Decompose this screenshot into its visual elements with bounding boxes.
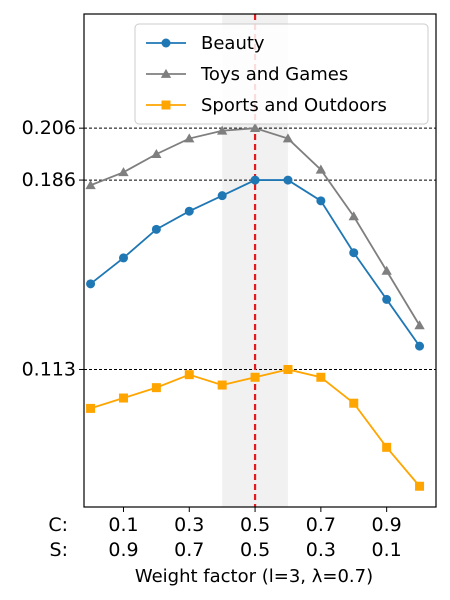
data-point — [217, 380, 227, 390]
data-point — [184, 370, 194, 380]
legend-entry: Beauty — [146, 33, 265, 54]
data-point — [282, 133, 294, 143]
data-point — [85, 180, 96, 190]
data-point — [415, 341, 425, 351]
data-point — [250, 372, 260, 382]
data-point — [283, 175, 293, 185]
x-tick-label: 0.1 — [372, 539, 402, 561]
y-tick-label: 0.206 — [22, 117, 76, 139]
data-point — [382, 294, 392, 304]
data-point — [415, 481, 425, 491]
data-point — [348, 211, 359, 221]
x-tick-label: 0.1 — [108, 514, 138, 536]
data-point — [349, 248, 359, 258]
data-point — [316, 196, 326, 206]
x-axis-label: Weight factor (l=3, λ=0.7) — [135, 566, 373, 587]
data-point — [118, 393, 128, 403]
series-0 — [86, 175, 425, 351]
legend-box — [134, 23, 429, 125]
data-point — [118, 253, 128, 263]
data-point — [316, 372, 326, 382]
legend-label: Toys and Games — [200, 64, 348, 85]
data-point — [283, 364, 293, 374]
series-layer — [85, 122, 425, 491]
y-tick-label: 0.113 — [22, 358, 76, 380]
x-tick-label: 0.9 — [372, 514, 402, 536]
series-2 — [86, 364, 425, 491]
data-point — [414, 320, 425, 330]
data-point — [315, 164, 327, 174]
legend-label: Beauty — [201, 33, 265, 54]
x-tick-label: 0.3 — [174, 514, 204, 536]
data-point — [381, 265, 392, 275]
x-tick-row-label: C: — [48, 514, 68, 536]
y-axis: 0.206 0.186 0.113 — [22, 117, 84, 380]
x-tick-label: 0.5 — [240, 539, 270, 561]
x-tick-label: 0.7 — [174, 539, 204, 561]
data-point — [250, 175, 260, 185]
x-tick-label: 0.9 — [108, 539, 138, 561]
data-point — [86, 279, 96, 289]
legend-label: Sports and Outdoors — [201, 95, 387, 116]
data-point — [151, 148, 162, 158]
data-point — [184, 133, 195, 143]
x-tick-label: 0.3 — [306, 539, 336, 561]
legend: Beauty Toys and Games Sports and Outdoors — [134, 23, 429, 125]
data-point — [349, 398, 359, 408]
x-tick-row-label: S: — [50, 539, 68, 561]
data-point — [118, 167, 129, 177]
series-1 — [85, 122, 425, 330]
y-tick-label: 0.186 — [22, 169, 76, 191]
x-tick-label: 0.7 — [306, 514, 336, 536]
data-point — [86, 403, 96, 413]
legend-marker — [160, 68, 172, 78]
data-point — [184, 206, 194, 216]
data-point — [217, 191, 227, 201]
x-axis: C: 0.1 0.3 0.5 0.7 0.9 S: 0.9 0.7 0.5 0.3 0.1 — [48, 507, 402, 561]
legend-entry: Sports and Outdoors — [146, 95, 387, 116]
data-point — [151, 383, 161, 393]
data-point — [216, 125, 228, 135]
legend-marker — [161, 38, 171, 48]
legend-marker — [161, 100, 171, 110]
data-point — [249, 122, 261, 133]
plot-frame — [83, 13, 437, 508]
legend-entry: Toys and Games — [146, 64, 348, 85]
data-point — [151, 224, 161, 234]
x-tick-label: 0.5 — [240, 514, 270, 536]
data-point — [382, 442, 392, 452]
